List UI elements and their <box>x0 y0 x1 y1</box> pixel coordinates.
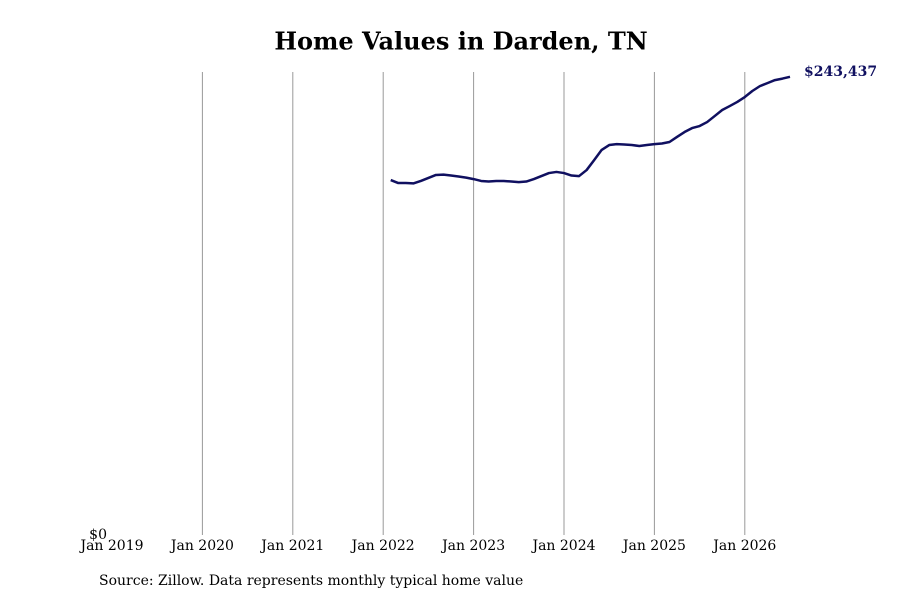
x-tick-label: Jan 2022 <box>350 538 415 554</box>
chart-title: Home Values in Darden, TN <box>274 27 647 56</box>
x-tick-label: Jan 2021 <box>259 538 324 554</box>
x-tick-label: Jan 2026 <box>711 538 776 554</box>
x-tick-label: Jan 2025 <box>621 538 686 554</box>
source-note: Source: Zillow. Data represents monthly … <box>99 573 523 589</box>
x-tick-label: Jan 2020 <box>169 538 234 554</box>
x-tick-label: Jan 2024 <box>530 538 595 554</box>
line-series <box>390 75 791 185</box>
x-tick-label: Jan 2019 <box>78 538 143 554</box>
y-tick-label: $0 <box>89 527 107 543</box>
x-tick-label: Jan 2023 <box>440 538 505 554</box>
end-label: $243,437 <box>804 64 877 80</box>
